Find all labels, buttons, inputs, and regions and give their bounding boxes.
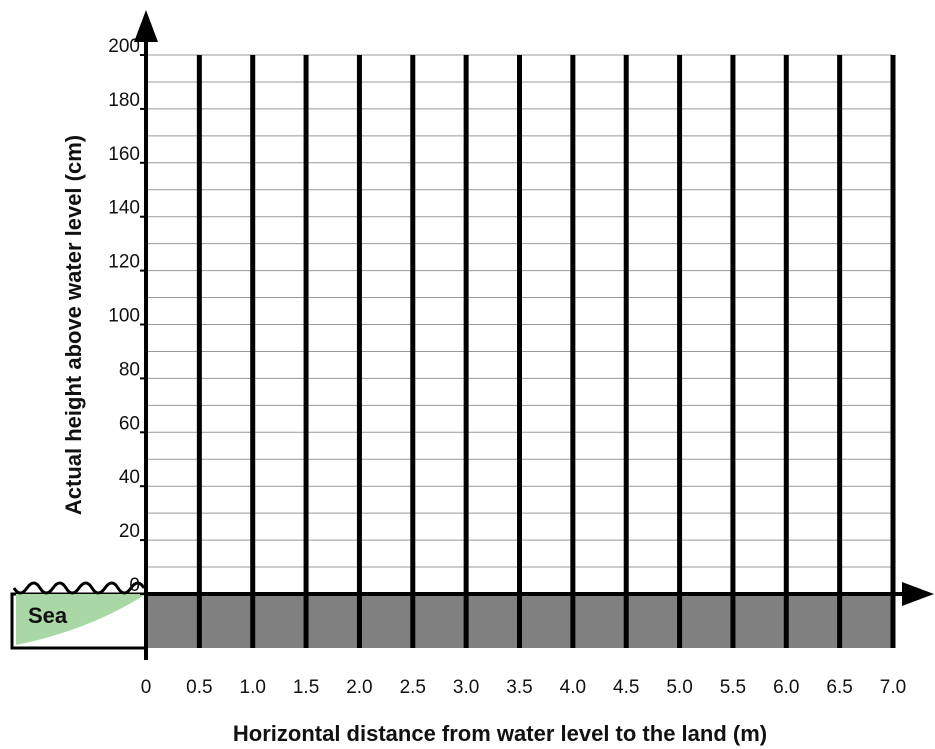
x-tick-label: 5.5 xyxy=(720,677,746,698)
x-tick-label: 3.5 xyxy=(506,677,532,698)
y-tick-label: 100 xyxy=(108,306,140,327)
x-tick-label: 4.5 xyxy=(613,677,639,698)
y-tick-label: 180 xyxy=(108,90,140,111)
y-tick-label: 60 xyxy=(119,413,140,434)
x-tick-label: 6.0 xyxy=(773,677,799,698)
sea-label: Sea xyxy=(28,603,68,628)
x-tick-label: 0 xyxy=(141,677,152,698)
y-tick-label: 140 xyxy=(108,198,140,219)
x-tick-label: 2.5 xyxy=(400,677,426,698)
x-axis-arrow xyxy=(902,582,934,606)
x-tick-label: 5.0 xyxy=(666,677,692,698)
x-tick-label: 7.0 xyxy=(880,677,906,698)
y-axis-arrow xyxy=(134,10,158,42)
x-tick-label: 4.0 xyxy=(560,677,586,698)
y-axis-label: Actual height above water level (cm) xyxy=(61,135,86,515)
x-tick-label: 2.0 xyxy=(346,677,372,698)
x-tick-label: 1.5 xyxy=(293,677,319,698)
y-tick-label: 40 xyxy=(119,467,140,488)
x-tick-label: 0.5 xyxy=(186,677,212,698)
x-axis-label: Horizontal distance from water level to … xyxy=(233,721,767,746)
x-tick-label: 6.5 xyxy=(826,677,852,698)
y-tick-label: 20 xyxy=(119,521,140,542)
x-tick-label: 3.0 xyxy=(453,677,479,698)
y-tick-label: 160 xyxy=(108,144,140,165)
waves xyxy=(14,583,144,593)
y-tick-label: 0 xyxy=(129,575,140,596)
y-tick-label: 80 xyxy=(119,359,140,380)
x-tick-label: 1.0 xyxy=(240,677,266,698)
chart: Horizontal distance from water level to … xyxy=(0,0,935,749)
y-tick-label: 120 xyxy=(108,252,140,273)
